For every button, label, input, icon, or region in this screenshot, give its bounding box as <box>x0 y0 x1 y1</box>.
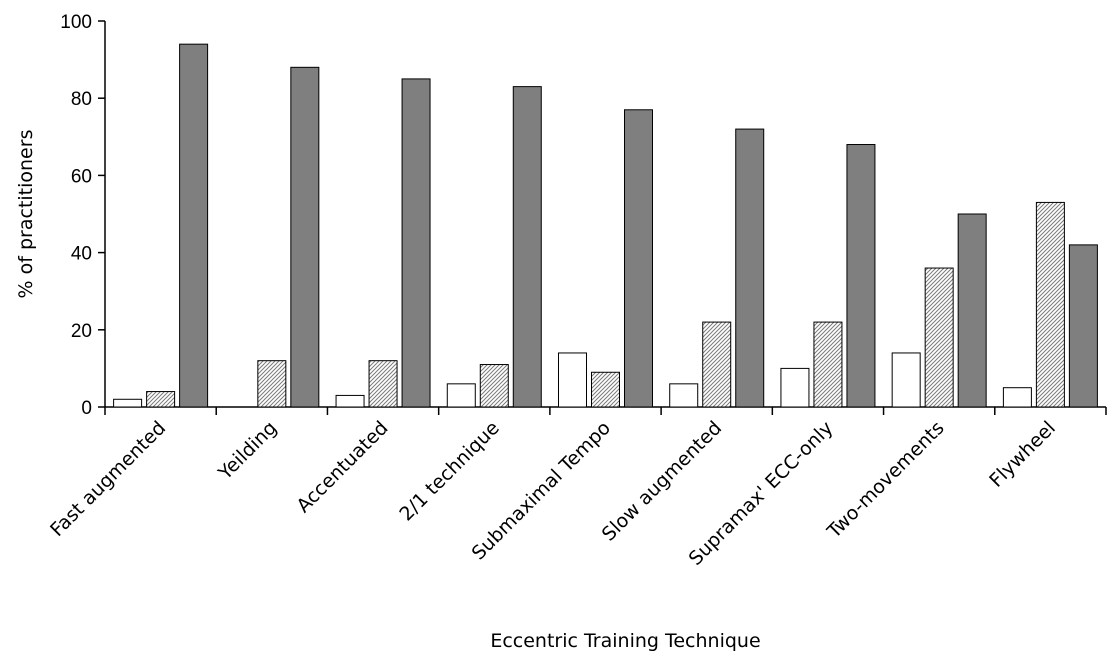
bar-solid-2 <box>401 78 431 408</box>
y-tick-label: 80 <box>71 89 92 110</box>
bar-hatched-4 <box>591 371 620 408</box>
x-tick-label: Accentuated <box>292 417 392 517</box>
x-tick-label: Two-movements <box>822 417 948 543</box>
bar-hatched-0 <box>146 391 176 408</box>
y-axis: 0 20 40 60 80 100 <box>60 12 106 419</box>
bar-solid-8 <box>1068 244 1098 408</box>
x-tick-label: Slow augmented <box>598 417 727 546</box>
bar-solid-5 <box>735 128 765 408</box>
y-tick-label: 100 <box>60 12 92 33</box>
bar-hatched-1 <box>257 360 287 408</box>
bar-solid-1 <box>290 66 320 408</box>
bar-white-4 <box>558 352 587 408</box>
y-axis-title: % of practitioners <box>15 130 37 299</box>
category-labels: Fast augmented Yeilding Accentuated 2/1 tec… <box>46 417 1060 570</box>
bar-hatched-8 <box>1035 201 1065 408</box>
bar-white-5 <box>669 383 699 408</box>
bar-solid-0 <box>179 43 209 408</box>
bar-solid-6 <box>846 144 876 408</box>
bar-white-6 <box>780 367 810 408</box>
x-tick-label: Flywheel <box>985 417 1060 492</box>
bar-white-8 <box>1002 387 1032 408</box>
bar-hatched-2 <box>368 360 398 408</box>
bar-white-3 <box>446 383 476 408</box>
bar-hatched-5 <box>702 321 732 408</box>
bar-hatched-7 <box>924 267 954 408</box>
bar-solid-4 <box>624 109 653 408</box>
bars <box>113 43 1098 408</box>
bar-hatched-6 <box>813 321 843 408</box>
bar-white-0 <box>113 398 143 408</box>
x-tick-label: 2/1 technique <box>395 417 503 525</box>
x-axis <box>104 406 1107 415</box>
bar-white-2 <box>335 394 365 408</box>
bar-white-7 <box>891 352 921 408</box>
bar-solid-3 <box>512 86 542 408</box>
bar-hatched-3 <box>479 364 509 408</box>
y-tick-label: 20 <box>71 321 92 342</box>
y-tick-label: 0 <box>81 398 92 419</box>
x-tick-label: Fast augmented <box>46 417 170 541</box>
bar-solid-7 <box>957 213 987 408</box>
x-axis-title: Eccentric Training Technique <box>490 630 760 652</box>
x-tick-label: Yeilding <box>214 417 282 485</box>
y-tick-label: 60 <box>71 166 92 187</box>
y-tick-label: 40 <box>71 244 92 265</box>
